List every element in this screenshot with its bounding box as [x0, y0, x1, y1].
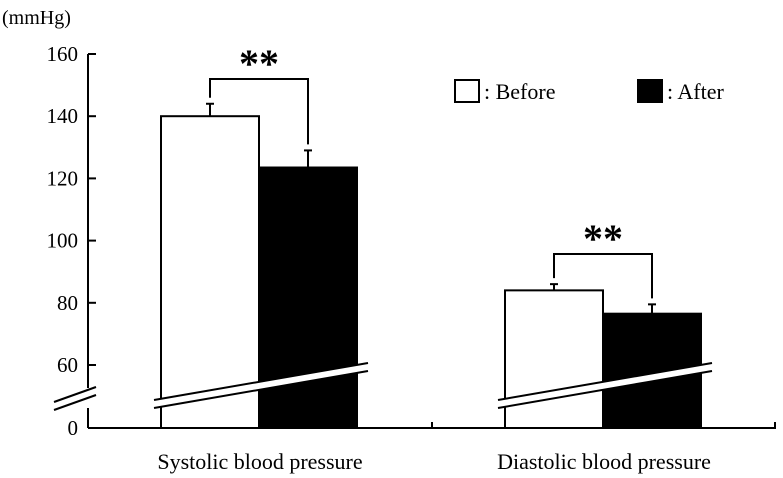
y-tick-label: 120: [47, 166, 79, 190]
legend: : Before : After: [454, 79, 724, 104]
significance-brackets: ** **: [209, 41, 653, 299]
significance-label: **: [239, 41, 279, 86]
error-bars: [206, 102, 656, 314]
y-tick-label: 60: [57, 353, 78, 377]
significance-bracket: [553, 253, 653, 299]
axis-breaks: [153, 362, 713, 409]
y-tick-label: 80: [57, 291, 78, 315]
y-axis-break-line: [53, 386, 97, 403]
bar: [258, 166, 358, 429]
bar-break-line: [153, 370, 369, 409]
significance-bracket: [209, 78, 309, 145]
legend-label-before: : Before: [484, 79, 555, 104]
category-label-systolic: Systolic blood pressure: [157, 449, 362, 474]
legend-swatch-after: [637, 79, 663, 103]
bar-break-band: [498, 363, 712, 408]
y-axis-unit-label: (mmHg): [2, 7, 71, 29]
y-axis-break-line: [53, 394, 97, 411]
y-axis-break-gap: [54, 387, 96, 410]
legend-swatch-before: [454, 79, 480, 103]
y-tick-label: 160: [47, 42, 79, 66]
category-label-diastolic: Diastolic blood pressure: [497, 449, 711, 474]
y-tick-label: 100: [47, 229, 79, 253]
bar-break-line: [497, 370, 713, 409]
y-ticks: 0 60 80 100 120 140 160: [47, 42, 96, 440]
bar: [160, 115, 260, 429]
bar: [504, 289, 604, 429]
y-tick-label: 0: [68, 416, 79, 440]
bar-break-band: [154, 363, 368, 408]
bar-break-line: [497, 362, 713, 401]
legend-label-after: : After: [667, 79, 724, 104]
bar-break-line: [153, 362, 369, 401]
y-tick-label: 140: [47, 104, 79, 128]
significance-label: **: [583, 216, 623, 261]
